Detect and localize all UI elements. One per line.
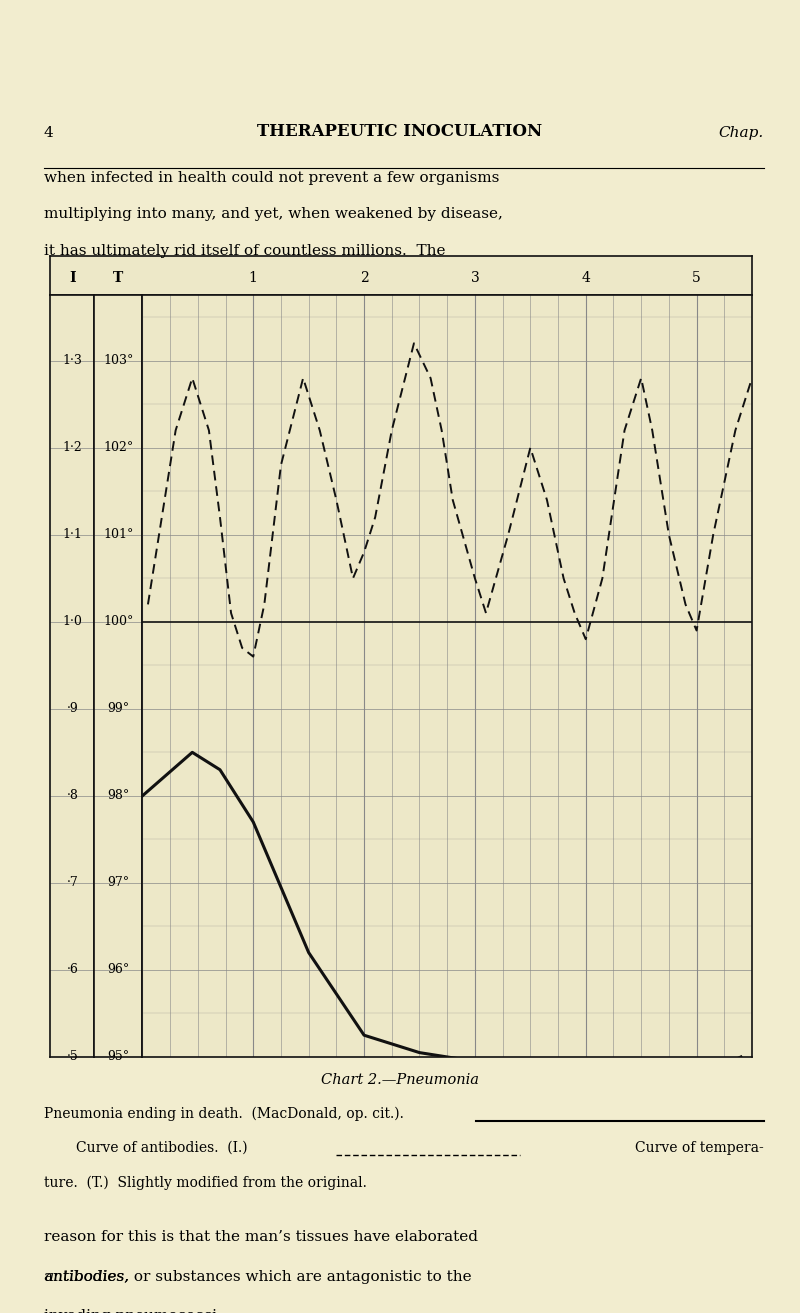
- Text: 101°: 101°: [103, 528, 134, 541]
- Text: ·5: ·5: [66, 1050, 78, 1064]
- Text: I: I: [69, 270, 76, 285]
- Text: 1·2: 1·2: [62, 441, 82, 454]
- Text: 97°: 97°: [107, 876, 130, 889]
- Text: THERAPEUTIC INOCULATION: THERAPEUTIC INOCULATION: [258, 123, 542, 140]
- Text: 1·1: 1·1: [62, 528, 82, 541]
- Text: ture.  (T.)  Slightly modified from the original.: ture. (T.) Slightly modified from the or…: [44, 1175, 367, 1190]
- Text: 5: 5: [692, 270, 701, 285]
- Text: multiplying into many, and yet, when weakened by disease,: multiplying into many, and yet, when wea…: [44, 207, 503, 222]
- Text: 99°: 99°: [107, 702, 130, 716]
- Text: 4: 4: [582, 270, 590, 285]
- Text: 96°: 96°: [107, 964, 130, 977]
- Text: invading pneumococci.: invading pneumococci.: [44, 1309, 222, 1313]
- Text: 95°: 95°: [107, 1050, 130, 1064]
- Text: antibodies, or substances which are antagonistic to the: antibodies, or substances which are anta…: [44, 1270, 472, 1284]
- Text: Chap.: Chap.: [718, 126, 764, 140]
- Text: Chart 2.—Pneumonia: Chart 2.—Pneumonia: [321, 1073, 479, 1087]
- Text: when infected in health could not prevent a few organisms: when infected in health could not preven…: [44, 171, 499, 185]
- Text: ·6: ·6: [66, 964, 78, 977]
- Text: 1·0: 1·0: [62, 616, 82, 629]
- Text: Curve of antibodies.  (I.): Curve of antibodies. (I.): [76, 1141, 248, 1155]
- Text: 1·3: 1·3: [62, 355, 82, 368]
- Text: ·8: ·8: [66, 789, 78, 802]
- Text: 4: 4: [44, 126, 54, 140]
- Text: Pneumonia ending in death.  (MacDonald, op. cit.).: Pneumonia ending in death. (MacDonald, o…: [44, 1107, 404, 1121]
- Text: ·7: ·7: [66, 876, 78, 889]
- Text: 102°: 102°: [103, 441, 134, 454]
- Text: Curve of tempera-: Curve of tempera-: [635, 1141, 764, 1155]
- Text: T: T: [114, 270, 123, 285]
- Text: antibodies,: antibodies,: [44, 1270, 130, 1284]
- Text: 3: 3: [470, 270, 479, 285]
- Text: it has ultimately rid itself of countless millions.  The: it has ultimately rid itself of countles…: [44, 244, 446, 259]
- Text: ·9: ·9: [66, 702, 78, 716]
- Text: 1: 1: [249, 270, 258, 285]
- Text: 103°: 103°: [103, 355, 134, 368]
- Text: 98°: 98°: [107, 789, 130, 802]
- Text: reason for this is that the man’s tissues have elaborated: reason for this is that the man’s tissue…: [44, 1230, 478, 1245]
- Text: 100°: 100°: [103, 616, 134, 629]
- Text: 2: 2: [360, 270, 369, 285]
